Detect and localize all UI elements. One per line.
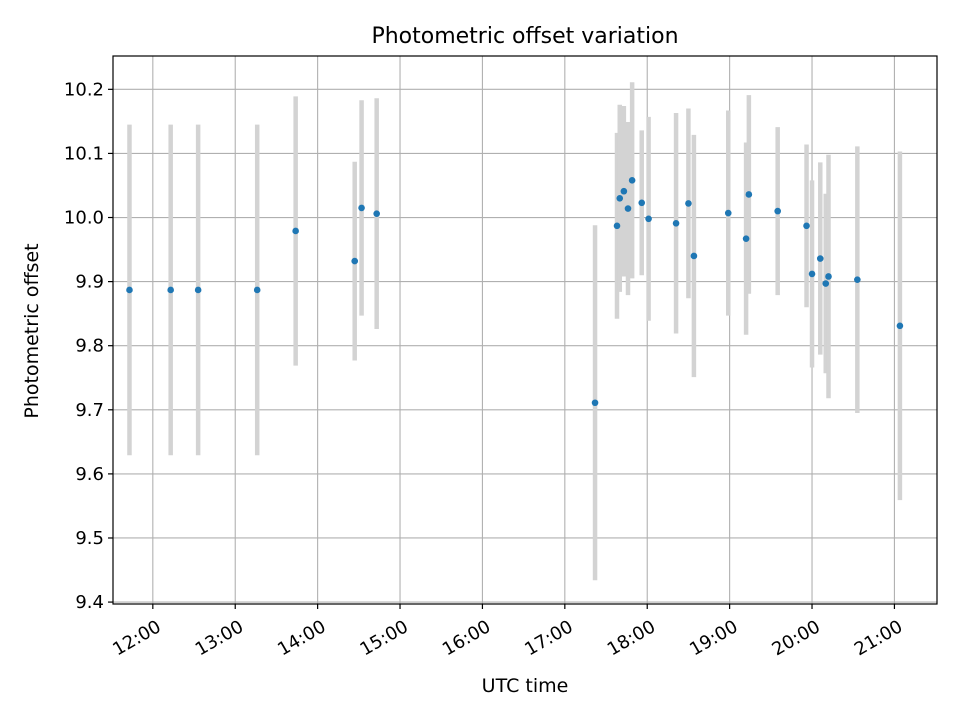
grid-lines: [113, 56, 937, 604]
data-point: [616, 194, 624, 202]
data-point: [896, 322, 904, 330]
data-point: [613, 222, 621, 230]
y-tick-label: 10.0: [64, 208, 104, 229]
data-point: [591, 399, 599, 407]
data-point: [645, 215, 652, 223]
y-tick-label: 9.4: [75, 592, 104, 613]
data-point: [745, 191, 753, 198]
y-tick-label: 10.1: [64, 143, 104, 164]
data-point: [742, 235, 750, 242]
data-point: [373, 210, 380, 217]
data-point: [808, 270, 816, 278]
data-points: [126, 177, 904, 407]
y-tick-label: 9.8: [75, 336, 104, 357]
data-point: [194, 286, 202, 294]
data-point: [126, 286, 133, 294]
data-point: [628, 177, 636, 184]
data-point: [672, 219, 680, 227]
y-tick-label: 9.6: [75, 464, 104, 485]
data-point: [685, 200, 692, 207]
data-point: [690, 252, 698, 260]
data-point: [167, 286, 174, 294]
y-tick-label: 10.2: [64, 79, 104, 100]
y-tick-label: 9.7: [75, 400, 104, 421]
data-point: [624, 205, 632, 212]
data-point: [253, 286, 261, 294]
data-point: [816, 255, 824, 262]
y-tick-label: 9.9: [75, 272, 104, 293]
data-point: [351, 257, 359, 265]
chart-title: Photometric offset variation: [371, 24, 678, 49]
y-axis-label: Photometric offset: [21, 243, 43, 418]
data-point: [638, 199, 646, 207]
x-axis-label: UTC time: [482, 675, 569, 697]
data-point: [292, 227, 299, 235]
data-point: [620, 187, 628, 195]
data-point: [358, 204, 365, 212]
data-point: [822, 280, 830, 287]
data-point: [854, 276, 861, 283]
plot-frame: [112, 55, 938, 605]
data-point: [774, 207, 781, 215]
y-tick-label: 9.5: [75, 528, 104, 549]
data-point: [803, 222, 810, 230]
data-point: [825, 273, 832, 280]
data-point: [724, 209, 732, 217]
